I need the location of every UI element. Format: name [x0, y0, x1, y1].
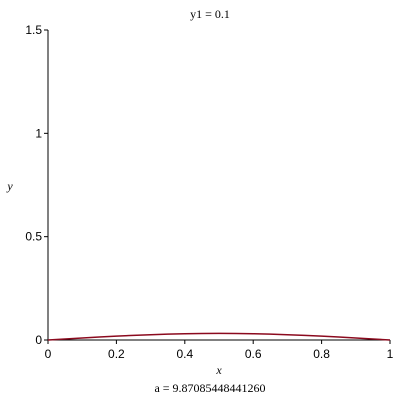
y-tick-label: 1.5: [25, 23, 42, 37]
caption: a = 9.87085448441260: [154, 381, 265, 395]
y-axis-label: y: [6, 179, 13, 193]
y-tick-label: 0: [35, 333, 42, 347]
y-tick-label: 0.5: [25, 230, 42, 244]
line: [47, 332, 391, 341]
x-tick-label: 0.6: [245, 347, 262, 361]
x-tick-label: 0: [45, 347, 52, 361]
x-tick-label: 0.4: [176, 347, 193, 361]
chart-title: y1 = 0.1: [190, 7, 230, 21]
x-tick-label: 1: [387, 347, 394, 361]
x-tick-label: 0.2: [108, 347, 125, 361]
y-tick-label: 1: [35, 126, 42, 140]
x-tick-label: 0.8: [313, 347, 330, 361]
x-axis-label: x: [215, 363, 222, 377]
